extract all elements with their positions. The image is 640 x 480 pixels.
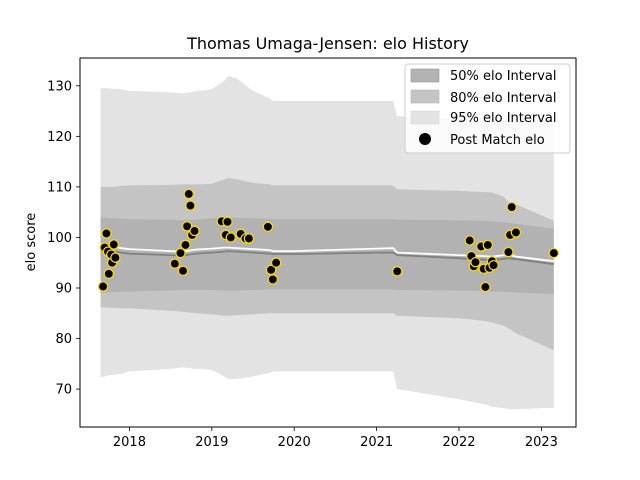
post-match-point-13 — [181, 221, 193, 232]
y-tick-label-70: 70 — [55, 383, 72, 398]
post-match-point-12 — [180, 239, 191, 251]
y-tick-label-110: 110 — [47, 180, 72, 195]
legend: 50% elo Interval 80% elo Interval 95% el… — [404, 63, 571, 154]
post-match-point-7 — [108, 239, 120, 250]
legend-box — [404, 63, 571, 154]
post-match-point-4 — [103, 268, 115, 280]
post-match-point-24 — [243, 233, 255, 244]
legend-label-post-match: Post Match elo — [450, 133, 545, 148]
x-tick-label-2019: 2019 — [195, 435, 228, 450]
y-tick-label-100: 100 — [47, 231, 72, 246]
post-match-point-14 — [183, 188, 195, 200]
post-match-point-8 — [110, 252, 121, 263]
post-match-point-2 — [101, 228, 112, 239]
x-tick-label-2018: 2018 — [113, 435, 146, 450]
y-tick-label-130: 130 — [47, 79, 72, 94]
post-match-point-36 — [480, 281, 491, 293]
band-50 — [100, 217, 554, 295]
x-tick-label-2023: 2023 — [525, 435, 558, 450]
post-match-point-0 — [97, 281, 109, 292]
y-tick-label-90: 90 — [55, 281, 72, 296]
y-tick-label-80: 80 — [55, 332, 72, 347]
legend-marker-post-match — [419, 133, 431, 145]
post-match-point-11 — [177, 265, 189, 277]
post-match-point-40 — [488, 259, 499, 271]
y-tick-label-120: 120 — [47, 130, 72, 145]
post-match-point-26 — [265, 264, 277, 276]
legend-label-80: 80% elo Interval — [450, 91, 557, 106]
post-match-point-30 — [464, 235, 475, 246]
post-match-point-45 — [548, 247, 560, 259]
post-match-point-17 — [189, 225, 200, 237]
interval-bands — [100, 75, 554, 410]
post-match-point-10 — [175, 247, 186, 259]
x-axis: 2018 2019 2020 2021 2022 2023 — [113, 427, 558, 450]
y-axis: 70 80 90 100 110 120 130 — [47, 79, 80, 398]
legend-label-95: 95% elo Interval — [450, 111, 557, 126]
post-match-point-28 — [270, 257, 282, 268]
post-match-point-27 — [267, 274, 279, 285]
post-match-point-9 — [169, 258, 181, 269]
plot-area — [97, 75, 560, 410]
x-tick-label-2021: 2021 — [360, 435, 393, 450]
post-match-point-21 — [225, 232, 237, 243]
median-elo-line — [100, 245, 554, 263]
legend-swatch-80 — [410, 89, 440, 104]
post-match-point-44 — [510, 227, 522, 238]
legend-swatch-95 — [410, 110, 440, 125]
plot-frame — [79, 57, 577, 428]
legend-swatch-50 — [410, 68, 440, 83]
post-match-point-37 — [482, 239, 494, 251]
legend-label-50: 50% elo Interval — [450, 69, 557, 84]
post-match-point-25 — [262, 221, 274, 233]
post-match-point-41 — [503, 246, 514, 258]
post-match-point-15 — [185, 200, 196, 211]
y-axis-label: elo score — [24, 213, 39, 272]
band-80 — [100, 177, 554, 351]
x-tick-label-2022: 2022 — [442, 435, 475, 450]
post-match-points — [97, 188, 560, 293]
post-match-point-29 — [391, 266, 403, 277]
chart-title: Thomas Umaga-Jensen: elo History — [186, 34, 469, 53]
post-match-point-43 — [506, 201, 517, 213]
post-match-point-20 — [222, 216, 233, 228]
x-tick-label-2020: 2020 — [278, 435, 311, 450]
post-match-point-33 — [470, 256, 481, 268]
